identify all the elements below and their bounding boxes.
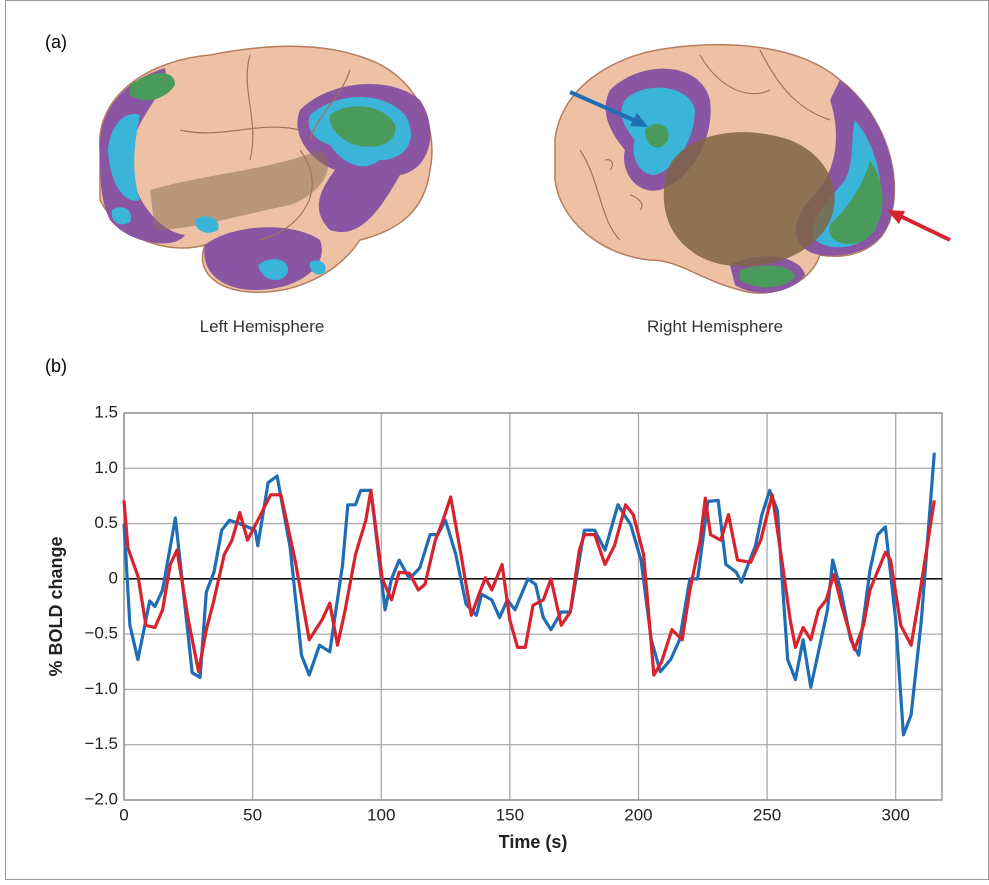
y-tick-label: −2.0 xyxy=(84,789,118,808)
figure: (a) (b) Left Hemisphere Right xyxy=(0,0,989,880)
x-tick-label: 50 xyxy=(243,805,262,824)
caption: Right Hemisphere xyxy=(647,317,783,336)
x-axis-label: Time (s) xyxy=(499,832,568,852)
y-tick-label: 0 xyxy=(109,568,118,587)
y-axis-label: % BOLD change xyxy=(46,536,66,676)
panel-label: (b) xyxy=(45,356,67,376)
panel-label: (a) xyxy=(45,32,67,52)
y-tick-label: −1.5 xyxy=(84,734,118,753)
x-tick-label: 300 xyxy=(882,805,910,824)
caption: Left Hemisphere xyxy=(200,317,325,336)
x-tick-label: 150 xyxy=(496,805,524,824)
y-tick-label: −0.5 xyxy=(84,624,118,643)
y-tick-label: −1.0 xyxy=(84,679,118,698)
x-tick-label: 100 xyxy=(367,805,395,824)
y-tick-label: 0.5 xyxy=(94,513,118,532)
y-tick-label: 1.5 xyxy=(94,402,118,421)
x-tick-label: 200 xyxy=(624,805,652,824)
x-tick-label: 0 xyxy=(119,805,128,824)
x-tick-label: 250 xyxy=(753,805,781,824)
y-tick-label: 1.0 xyxy=(94,458,118,477)
page: (a) (b) Left Hemisphere Right xyxy=(0,0,989,885)
